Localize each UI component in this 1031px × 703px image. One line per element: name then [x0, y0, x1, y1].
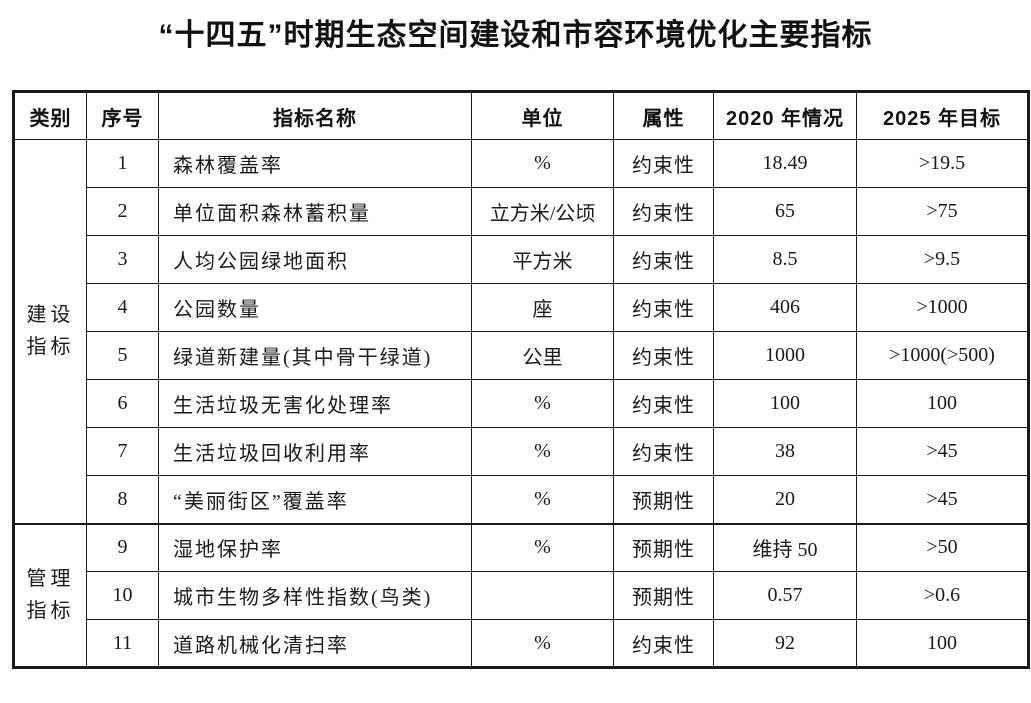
column-header-2025: 2025 年目标: [856, 91, 1029, 140]
target-2025-cell: >1000(>500): [856, 331, 1029, 380]
unit-cell: %: [471, 619, 614, 668]
indicator-name-cell: 城市生物多样性指数(鸟类): [158, 571, 472, 620]
target-2025-cell: 100: [856, 379, 1029, 428]
value-2020-cell: 18.49: [713, 139, 857, 188]
serial-cell: 7: [86, 427, 159, 476]
indicator-name-cell: “美丽街区”覆盖率: [158, 475, 472, 524]
target-2025-cell: >1000: [856, 283, 1029, 332]
value-2020-cell: 0.57: [713, 571, 857, 620]
value-2020-cell: 406: [713, 283, 857, 332]
target-2025-cell: >50: [856, 522, 1029, 572]
table-body: 建设指标 1 森林覆盖率% 约束性 18.49 >19.5 2 单位面积森林蓄积量 立方米/公顷…: [13, 139, 1029, 668]
unit-cell: %: [471, 427, 614, 476]
serial-cell: 8: [86, 475, 159, 524]
serial-cell: 1: [86, 139, 159, 188]
target-2025-cell: >45: [856, 475, 1029, 524]
table-row: 管理指标 9 湿地保护率% 预期性 维持 50 >50: [13, 522, 1029, 668]
indicator-name-cell: 公园数量: [158, 283, 472, 332]
indicator-name-cell: 生活垃圾回收利用率: [158, 427, 472, 476]
attribute-cell: 预期性: [613, 571, 714, 620]
indicator-name-cell: 人均公园绿地面积: [158, 235, 472, 284]
value-2020-cell: 65: [713, 187, 857, 236]
column-header-category: 类别: [13, 91, 87, 140]
unit-cell: 公里: [471, 331, 614, 380]
table-row: 2 单位面积森林蓄积量 立方米/公顷 约束性 65 >75: [14, 187, 1029, 236]
value-2020-cell: 92: [713, 619, 857, 668]
column-header-2020: 2020 年情况: [713, 91, 857, 140]
value-2020-cell: 100: [713, 379, 857, 428]
indicator-name-cell: 湿地保护率: [158, 522, 472, 572]
unit-cell: [471, 571, 614, 620]
category-cell: 管理指标: [13, 522, 87, 668]
unit-cell: 平方米: [471, 235, 614, 284]
attribute-cell: 约束性: [613, 283, 714, 332]
attribute-cell: 约束性: [613, 235, 714, 284]
indicator-name-cell: 单位面积森林蓄积量: [158, 187, 472, 236]
table-row: 8 “美丽街区”覆盖率% 预期性 20 >45: [14, 475, 1029, 524]
value-2020-cell: 1000: [713, 331, 857, 380]
category-cell: 建设指标: [13, 139, 87, 524]
header-row: 类别 序号 指标名称 单位 属性 2020 年情况 2025 年目标: [13, 91, 1029, 140]
table-row: 5 绿道新建量(其中骨干绿道) 公里 约束性 1000 >1000(>500): [14, 331, 1029, 380]
attribute-cell: 预期性: [613, 522, 714, 572]
target-2025-cell: 100: [856, 619, 1029, 668]
table-row: 4 公园数量座约束性 406 >1000: [14, 283, 1029, 332]
column-header-unit: 单位: [471, 91, 614, 140]
serial-cell: 6: [86, 379, 159, 428]
serial-cell: 9: [86, 522, 159, 572]
table-row: 3 人均公园绿地面积 平方米 约束性 8.5 >9.5: [14, 235, 1029, 284]
attribute-cell: 约束性: [613, 187, 714, 236]
target-2025-cell: >19.5: [856, 139, 1029, 188]
table-row: 6 生活垃圾无害化处理率% 约束性 100 100: [14, 379, 1029, 428]
column-header-indicator: 指标名称: [158, 91, 472, 140]
indicator-name-cell: 森林覆盖率: [158, 139, 472, 188]
attribute-cell: 约束性: [613, 379, 714, 428]
value-2020-cell: 8.5: [713, 235, 857, 284]
unit-cell: %: [471, 379, 614, 428]
table-row: 11 道路机械化清扫率% 约束性 92 100: [14, 619, 1029, 668]
serial-cell: 3: [86, 235, 159, 284]
value-2020-cell: 38: [713, 427, 857, 476]
column-header-attribute: 属性: [613, 91, 714, 140]
attribute-cell: 约束性: [613, 619, 714, 668]
serial-cell: 2: [86, 187, 159, 236]
value-2020-cell: 20: [713, 475, 857, 524]
serial-cell: 5: [86, 331, 159, 380]
target-2025-cell: >45: [856, 427, 1029, 476]
attribute-cell: 约束性: [613, 139, 714, 188]
category-label: 管理指标: [26, 568, 75, 623]
table-row: 建设指标 1 森林覆盖率% 约束性 18.49 >19.5: [13, 139, 1029, 524]
attribute-cell: 约束性: [613, 331, 714, 380]
attribute-cell: 预期性: [613, 475, 714, 524]
serial-cell: 10: [86, 571, 159, 620]
unit-cell: %: [471, 475, 614, 524]
category-label: 建设指标: [26, 304, 75, 359]
column-header-serial: 序号: [86, 91, 159, 140]
target-2025-cell: >0.6: [856, 571, 1029, 620]
indicator-name-cell: 绿道新建量(其中骨干绿道): [158, 331, 472, 380]
serial-cell: 4: [86, 283, 159, 332]
target-2025-cell: >9.5: [856, 235, 1029, 284]
table-header: 类别 序号 指标名称 单位 属性 2020 年情况 2025 年目标: [13, 91, 1029, 140]
indicator-name-cell: 道路机械化清扫率: [158, 619, 472, 668]
indicator-name-cell: 生活垃圾无害化处理率: [158, 379, 472, 428]
unit-cell: %: [471, 522, 614, 572]
serial-cell: 11: [86, 619, 159, 668]
unit-cell: 立方米/公顷: [471, 187, 614, 236]
unit-cell: %: [471, 139, 614, 188]
indicators-table: 类别 序号 指标名称 单位 属性 2020 年情况 2025 年目标 建设指标 1…: [12, 90, 1030, 669]
attribute-cell: 约束性: [613, 427, 714, 476]
page-title: “十四五”时期生态空间建设和市容环境优化主要指标: [158, 19, 873, 52]
unit-cell: 座: [471, 283, 614, 332]
table-row: 7 生活垃圾回收利用率% 约束性 38 >45: [14, 427, 1029, 476]
target-2025-cell: >75: [856, 187, 1029, 236]
table-row: 10 城市生物多样性指数(鸟类) 预期性 0.57 >0.6: [14, 571, 1029, 620]
value-2020-cell: 维持 50: [713, 522, 857, 572]
